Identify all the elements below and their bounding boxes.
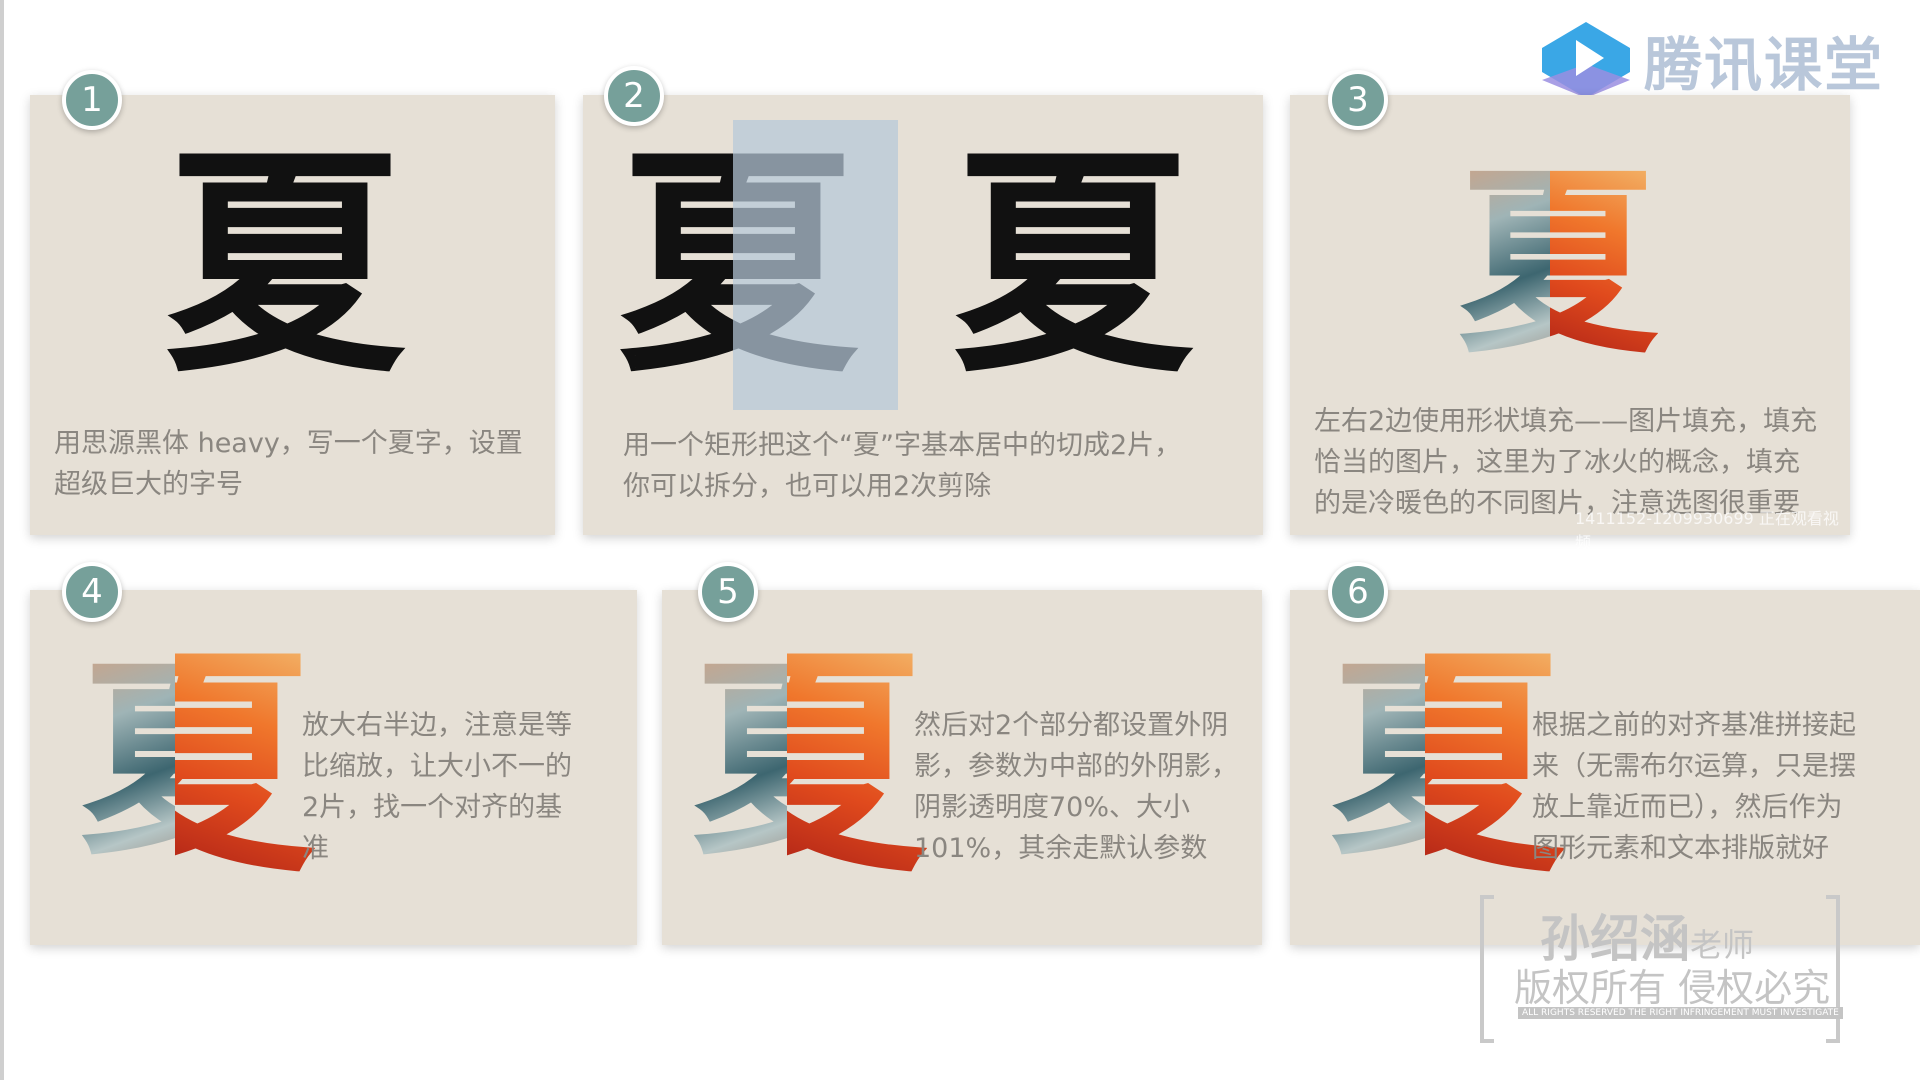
logo-text: 腾讯课堂	[1644, 31, 1885, 99]
step-description: 用思源黑体 heavy，写一个夏字，设置 超级巨大的字号	[54, 423, 534, 505]
play-icon	[1542, 22, 1630, 98]
step-badge-5: 5	[698, 562, 758, 622]
cool-half: 夏	[80, 645, 175, 905]
xia-glyph: 夏	[165, 125, 406, 405]
desc-line: 比缩放，让大小不一的	[302, 751, 572, 782]
step-description: 左右2边使用形状填充——图片填充，填充 恰当的图片，这里为了冰火的概念，填充 的…	[1314, 401, 1834, 524]
step-card-2: 夏 夏 用一个矩形把这个“夏”字基本居中的切成2片， 你可以拆分，也可以用2次剪…	[583, 95, 1263, 535]
step-description: 根据之前的对齐基准拼接起 来（无需布尔运算，只是摆 放上靠近而已），然后作为 图…	[1532, 705, 1892, 869]
desc-line: 用一个矩形把这个“夏”字基本居中的切成2片，	[623, 430, 1182, 461]
copyright-watermark: 孙绍涵老师 版权所有 侵权必究 ALL RIGHTS RESERVED THE …	[1480, 895, 1843, 1043]
step-badge-1: 1	[62, 70, 122, 130]
cool-half: 夏	[1458, 165, 1550, 385]
step-badge-2: 2	[604, 66, 664, 126]
desc-line: 超级巨大的字号	[54, 469, 243, 500]
cut-rectangle	[733, 120, 898, 410]
desc-line: 你可以拆分，也可以用2次剪除	[623, 471, 992, 502]
desc-line: 放大右半边，注意是等	[302, 710, 572, 741]
desc-line: 左右2边使用形状填充——图片填充，填充	[1314, 406, 1818, 437]
ice-fire-glyph: 夏 夏	[692, 645, 932, 905]
warm-half: 夏	[1550, 165, 1658, 385]
step-description: 放大右半边，注意是等 比缩放，让大小不一的 2片，找一个对齐的基 准	[302, 705, 622, 869]
warm-half: 夏	[1425, 645, 1570, 905]
ice-fire-glyph: 夏 夏	[80, 645, 320, 905]
step-badge-3: 3	[1328, 70, 1388, 130]
desc-line: 2片，找一个对齐的基	[302, 792, 563, 823]
step-card-5: 夏 夏 然后对2个部分都设置外阴 影，参数为中部的外阴影， 阴影透明度70%、大…	[662, 590, 1262, 945]
watermark-bracket-right	[1826, 895, 1840, 1043]
step-card-4: 夏 夏 放大右半边，注意是等 比缩放，让大小不一的 2片，找一个对齐的基 准	[30, 590, 637, 945]
desc-line: 影，参数为中部的外阴影，	[914, 751, 1238, 782]
left-edge	[0, 0, 4, 1080]
ice-fire-glyph: 夏 夏	[1458, 165, 1658, 385]
desc-line: 放上靠近而已），然后作为	[1532, 792, 1843, 823]
watermark-bracket-left	[1480, 895, 1494, 1043]
viewer-id-overlay: 1411152-1209930699 正在观看视频	[1575, 509, 1839, 552]
step-card-1: 夏 用思源黑体 heavy，写一个夏字，设置 超级巨大的字号	[30, 95, 555, 535]
desc-line: 的是冷暖色的不同图片，注意选图很重要	[1314, 488, 1800, 519]
watermark-teacher: 孙绍涵老师	[1540, 899, 1754, 971]
watermark-rights: 版权所有 侵权必究	[1514, 966, 1831, 1010]
desc-line: 根据之前的对齐基准拼接起	[1532, 710, 1856, 741]
desc-line: 然后对2个部分都设置外阴	[914, 710, 1229, 741]
desc-line: 阴影透明度70%、大小	[914, 792, 1191, 823]
step-description: 用一个矩形把这个“夏”字基本居中的切成2片， 你可以拆分，也可以用2次剪除	[623, 425, 1253, 507]
cool-half: 夏	[1330, 645, 1425, 905]
watermark-name: 孙绍涵	[1540, 910, 1690, 968]
desc-line: 来（无需布尔运算，只是摆	[1532, 751, 1856, 782]
step-badge-6: 6	[1328, 562, 1388, 622]
desc-line: 用思源黑体 heavy，写一个夏字，设置	[54, 428, 523, 459]
warm-half: 夏	[787, 645, 932, 905]
cool-half: 夏	[692, 645, 787, 905]
step-badge-4: 4	[62, 562, 122, 622]
ice-fire-glyph: 夏 夏	[1330, 645, 1570, 905]
desc-line: 图形元素和文本排版就好	[1532, 833, 1829, 864]
tencent-classroom-logo: 腾讯课堂	[1540, 18, 1884, 102]
xia-glyph-cut: 夏	[953, 125, 1194, 405]
desc-line: 准	[302, 833, 329, 864]
step-card-3: 夏 夏 左右2边使用形状填充——图片填充，填充 恰当的图片，这里为了冰火的概念，…	[1290, 95, 1850, 552]
desc-line: 101%，其余走默认参数	[914, 833, 1208, 864]
watermark-title: 老师	[1690, 926, 1755, 964]
watermark-rights-en: ALL RIGHTS RESERVED THE RIGHT INFRINGEME…	[1518, 1007, 1843, 1019]
step-card-6: 夏 夏 根据之前的对齐基准拼接起 来（无需布尔运算，只是摆 放上靠近而已），然后…	[1290, 590, 1920, 945]
warm-half: 夏	[175, 645, 320, 905]
desc-line: 恰当的图片，这里为了冰火的概念，填充	[1314, 447, 1800, 478]
step-description: 然后对2个部分都设置外阴 影，参数为中部的外阴影， 阴影透明度70%、大小 10…	[914, 705, 1254, 869]
